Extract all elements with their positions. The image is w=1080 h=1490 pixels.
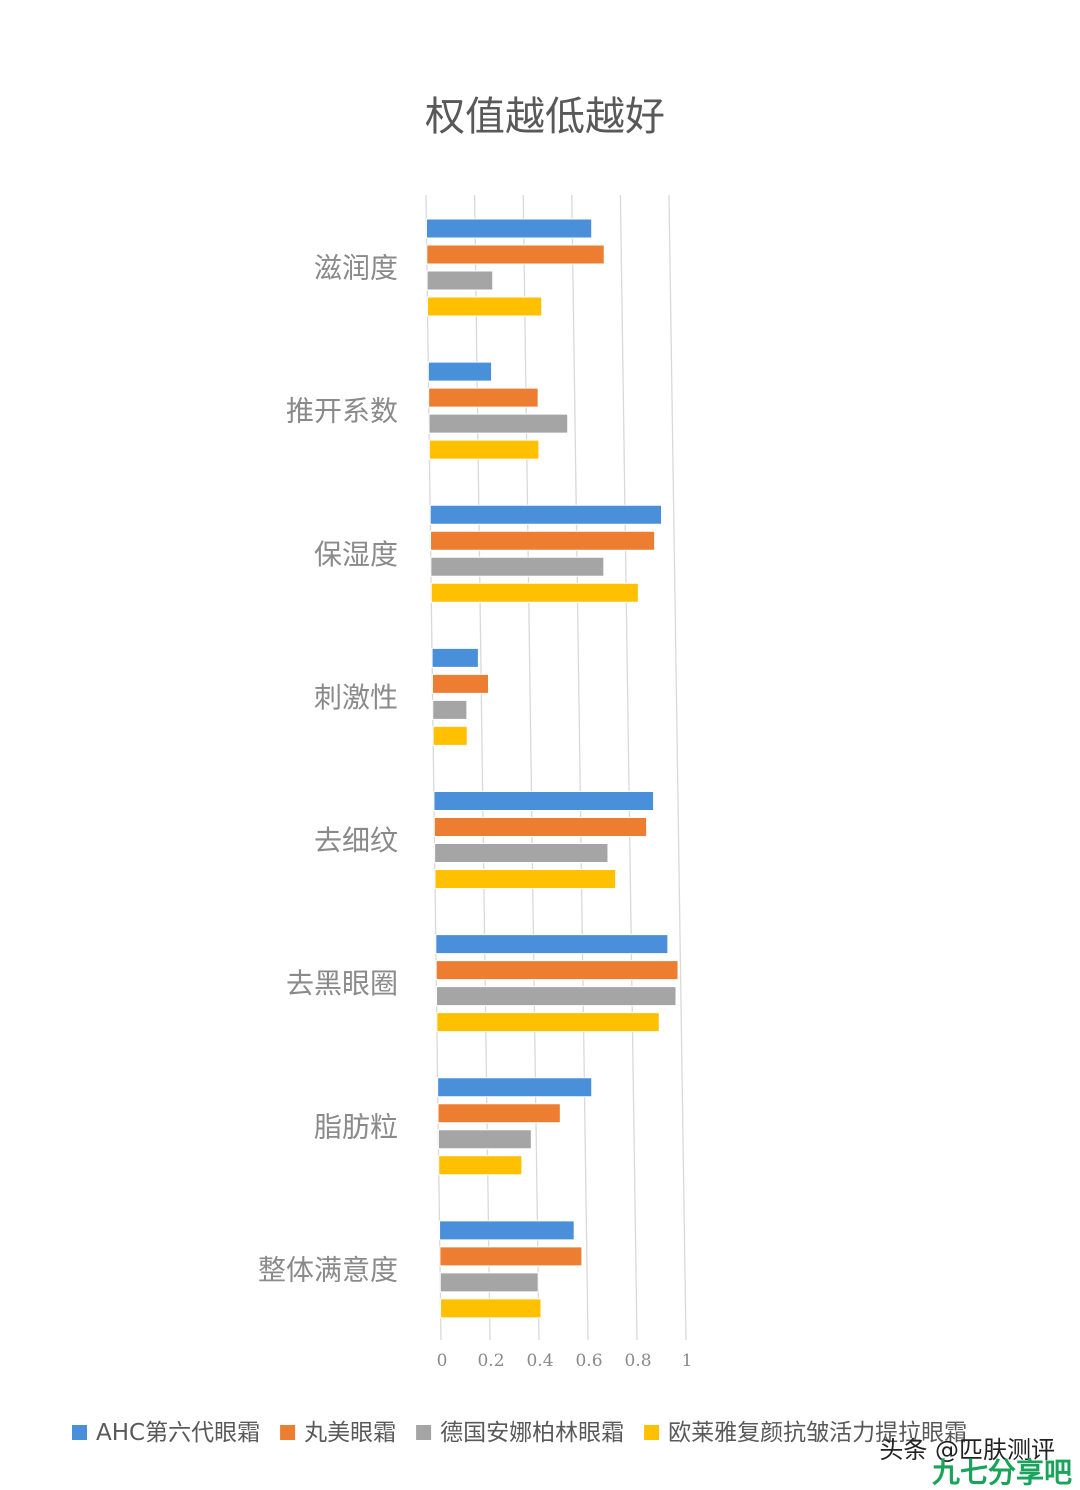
bar-0-1: [426, 244, 605, 265]
legend-swatch-2: [416, 1425, 432, 1440]
bar-5-2: [435, 986, 677, 1007]
bar-0-0: [425, 218, 593, 239]
bar-6-1: [437, 1103, 561, 1124]
category-label-2: 保湿度: [314, 538, 398, 571]
bar-7-3: [440, 1298, 542, 1319]
category-label-3: 刺激性: [314, 681, 398, 714]
bar-2-3: [430, 582, 639, 603]
bar-4-1: [433, 817, 648, 837]
bar-3-2: [432, 699, 468, 720]
legend-swatch-1: [280, 1425, 296, 1440]
bar-6-2: [437, 1129, 532, 1150]
bar-7-1: [439, 1246, 583, 1267]
bar-2-0: [429, 504, 663, 525]
legend-label-2: 德国安娜柏林眼霜: [440, 1420, 624, 1446]
gridline-3: [571, 194, 589, 1341]
category-label-5: 去黑眼圈: [286, 967, 398, 1000]
bar-3-1: [431, 673, 489, 694]
category-label-0: 滋润度: [314, 252, 398, 285]
bar-0-3: [426, 296, 543, 317]
bar-6-3: [438, 1155, 523, 1176]
bar-4-3: [434, 869, 617, 889]
category-label-6: 脂肪粒: [314, 1110, 398, 1143]
bar-7-2: [439, 1272, 539, 1293]
legend-swatch-3: [644, 1425, 660, 1440]
x-tick-4: 0.8: [624, 1351, 651, 1371]
bar-5-0: [435, 934, 669, 955]
bar-5-1: [435, 960, 679, 981]
gridline-4: [619, 194, 638, 1341]
category-label-1: 推开系数: [286, 395, 398, 428]
gridline-5: [668, 194, 687, 1341]
chart-title: 权值越低越好: [425, 94, 665, 140]
bar-1-3: [428, 439, 540, 460]
x-tick-2: 0.4: [526, 1351, 553, 1371]
bar-7-0: [439, 1220, 575, 1241]
bar-3-0: [431, 647, 479, 668]
x-tick-5: 1: [682, 1351, 693, 1371]
legend-label-1: 丸美眼霜: [304, 1420, 396, 1446]
bar-6-0: [437, 1077, 593, 1098]
bar-1-0: [427, 361, 493, 382]
legend-swatch-0: [72, 1425, 87, 1440]
watermark: 头条 @匹肤测评 九七分享吧: [879, 1436, 1072, 1489]
watermark-line1: 头条 @匹肤测评: [879, 1436, 1055, 1464]
bar-4-2: [434, 843, 609, 863]
x-tick-0: 0: [437, 1351, 448, 1371]
bar-1-2: [428, 413, 569, 434]
bars: [425, 218, 679, 1319]
legend-label-3: 欧莱雅复颜抗皱活力提拉眼霜: [668, 1420, 967, 1446]
bar-0-2: [426, 270, 494, 291]
bar-1-1: [428, 387, 539, 408]
category-label-7: 整体满意度: [258, 1253, 398, 1286]
x-tick-1: 0.2: [477, 1351, 504, 1371]
legend: AHC第六代眼霜 丸美眼霜 德国安娜柏林眼霜 欧莱雅复颜抗皱活力提拉眼霜: [72, 1420, 967, 1446]
bar-5-3: [436, 1012, 660, 1033]
gridline-2: [522, 194, 540, 1341]
bar-2-1: [430, 530, 656, 551]
x-tick-labels: 0 0.2 0.4 0.6 0.8 1: [437, 1351, 693, 1371]
x-tick-3: 0.6: [575, 1351, 602, 1371]
watermark-line2: 九七分享吧: [932, 1456, 1072, 1489]
legend-label-0: AHC第六代眼霜: [96, 1420, 260, 1446]
bar-4-0: [433, 791, 655, 811]
bar-3-3: [432, 725, 468, 746]
category-label-4: 去细纹: [314, 824, 398, 857]
bar-2-2: [430, 556, 605, 577]
